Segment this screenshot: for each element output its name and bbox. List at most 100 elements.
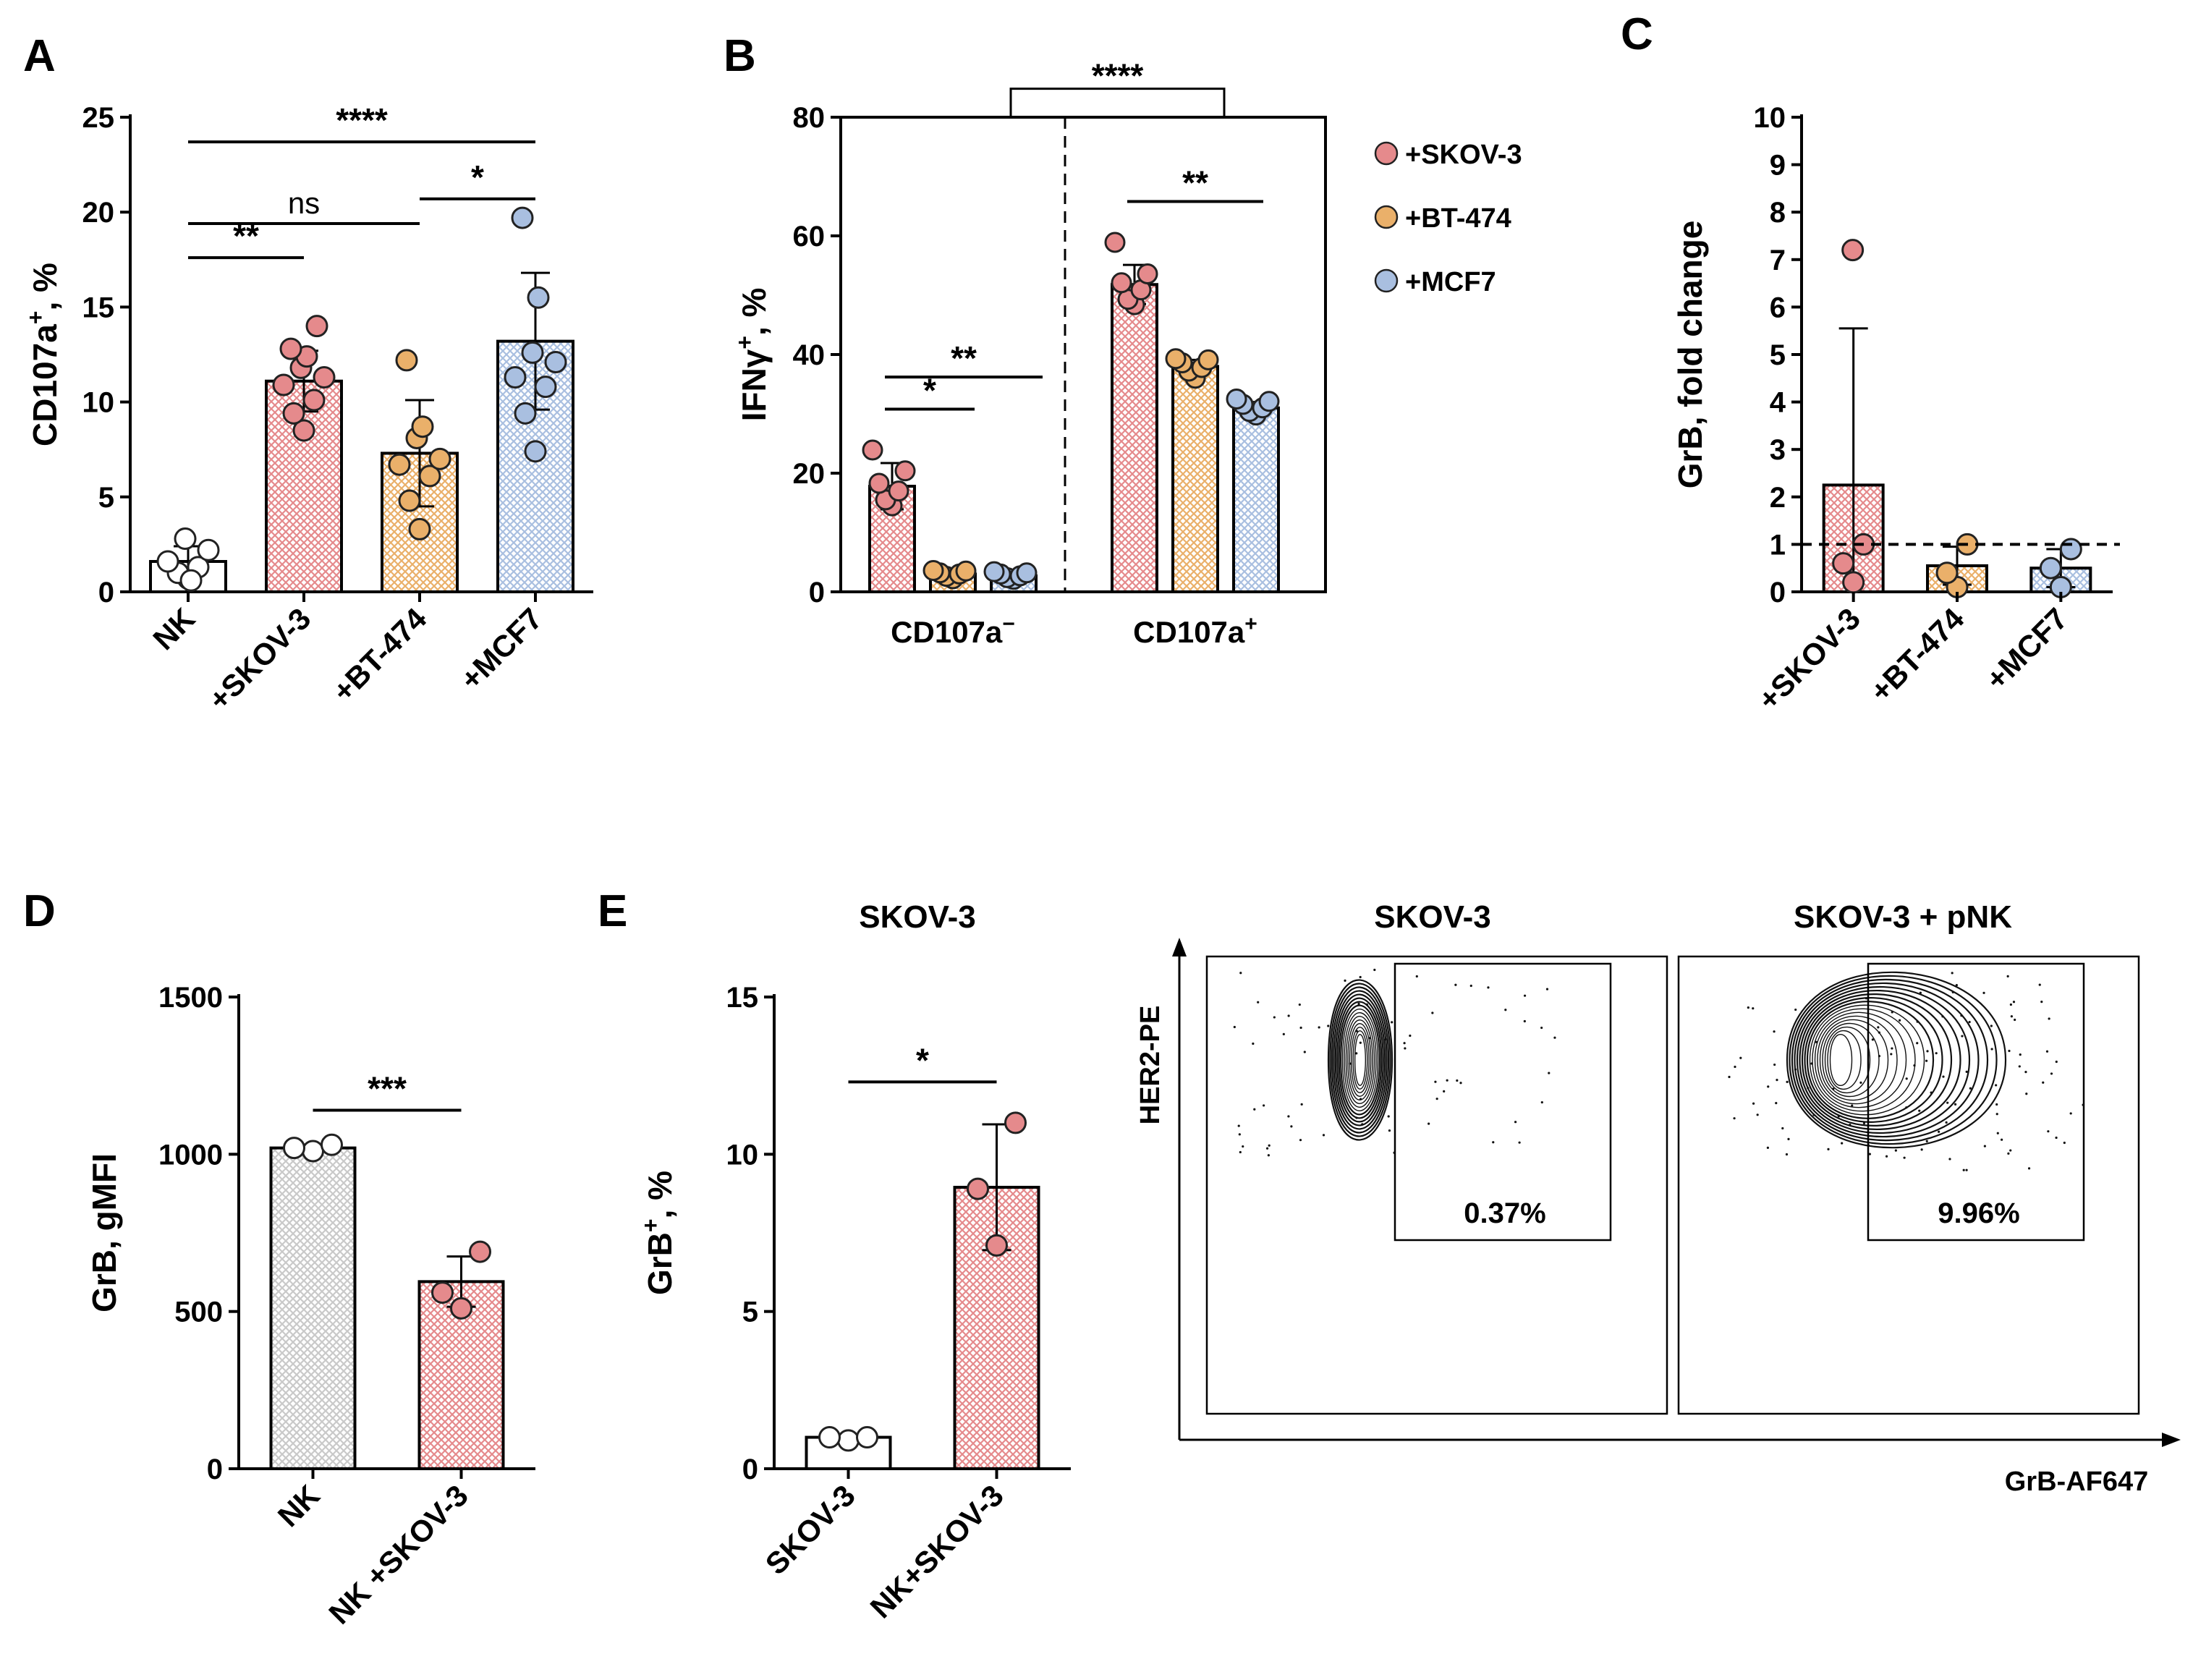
dots-2-event xyxy=(1951,972,1954,975)
dots-2-event xyxy=(1905,1106,1908,1109)
chart-a-data-point xyxy=(504,365,527,389)
chart-b-significance-label: ** xyxy=(951,339,977,377)
dots-2-event xyxy=(1794,1008,1797,1011)
contour-1-level xyxy=(1352,1030,1368,1090)
panel-letter-d: D xyxy=(23,886,56,936)
dots-2-event xyxy=(2018,1065,2021,1068)
dots-2-event xyxy=(1827,1147,1830,1150)
contour-2-level xyxy=(1786,971,2007,1149)
dots-2-event xyxy=(1925,1059,1928,1062)
dots-1-event xyxy=(1268,1144,1271,1147)
chart-a-y-axis-label: CD107a+, % xyxy=(22,263,64,446)
dots-1-event xyxy=(1252,1042,1255,1045)
dots-2-event xyxy=(1990,1024,1993,1027)
chart-d-y-tick-label: 1000 xyxy=(158,1139,223,1171)
dots-2-event xyxy=(1734,1065,1736,1069)
chart-b-group-label: CD107a+ xyxy=(1133,612,1257,650)
dots-2-event xyxy=(1995,1113,1998,1116)
chart-c: 0 1 2 3 4 5 6 7 8 9 10 +SKOV-3+BT-474 +MCF7 GrB, fold… xyxy=(1671,102,2120,717)
dots-2-event xyxy=(1878,1055,1881,1058)
flow-y-arrow xyxy=(1172,938,1187,956)
legend-label-skov: +SKOV-3 xyxy=(1405,140,1522,170)
flow-cytometry-panel: HER2-PE GrB-AF647 SKOV-3 SKOV-3 + pNK 0.… xyxy=(1135,899,2181,1497)
dots-2-event xyxy=(1776,1079,1778,1082)
dots-2-event xyxy=(1868,1153,1871,1155)
dots-1-event xyxy=(1487,986,1490,989)
chart-a-data-point xyxy=(282,402,305,425)
dots-2-event xyxy=(2055,1136,2058,1140)
dots-2-event xyxy=(2050,1072,2053,1075)
dots-1-event xyxy=(1387,1115,1390,1118)
contour-1-level xyxy=(1338,1001,1383,1119)
chart-a-y-tick-label: 15 xyxy=(82,292,115,323)
dots-1-event xyxy=(1365,1003,1368,1006)
contour-1-level xyxy=(1327,979,1394,1141)
chart-e-y-tick-label: 15 xyxy=(726,982,759,1014)
chart-c-category-label: +BT-474 xyxy=(1863,601,1970,708)
dots-2-event xyxy=(2006,975,2009,977)
flow-y-axis-label: HER2-PE xyxy=(1135,1006,1166,1125)
dots-2-event xyxy=(1946,1101,1949,1104)
chart-b-data-point xyxy=(1258,391,1280,412)
contour-2-level xyxy=(1819,1019,1889,1101)
dots-1-event xyxy=(1492,1141,1495,1144)
dots-1-event xyxy=(1456,1079,1459,1082)
dots-2-event xyxy=(2001,1138,2003,1141)
dots-1-event xyxy=(1384,1038,1387,1041)
dots-2-event xyxy=(1942,1075,1945,1078)
dots-2-event xyxy=(1898,1019,1901,1022)
dots-2-event xyxy=(1785,1153,1789,1156)
chart-b-data-point xyxy=(983,561,1005,582)
chart-d-data-point xyxy=(450,1297,472,1320)
chart-d-y-axis-label: GrB, gMFI xyxy=(85,1153,123,1312)
dots-2-event xyxy=(1983,1145,1986,1147)
chart-e-data-point xyxy=(985,1234,1008,1257)
dots-2-event xyxy=(2063,1141,2066,1145)
dots-1-event xyxy=(1403,1042,1406,1045)
dots-2-event xyxy=(1841,1142,1844,1145)
chart-c-y-tick-label: 0 xyxy=(1770,577,1786,608)
dots-1-event xyxy=(1514,1121,1517,1124)
dots-1-event xyxy=(1349,1062,1352,1065)
chart-c-data-point xyxy=(1935,561,1959,585)
dots-1-event xyxy=(1287,1014,1290,1017)
dots-2-event xyxy=(1920,1148,1923,1151)
dots-2-event xyxy=(1877,1026,1880,1029)
dots-1-event xyxy=(1290,1125,1293,1128)
chart-a-significance-label: ns xyxy=(288,186,320,220)
dots-1-event xyxy=(1257,1001,1260,1004)
dots-2-event xyxy=(1948,1158,1951,1161)
contour-2-level xyxy=(1814,1011,1907,1108)
dots-2-event xyxy=(1951,990,1954,993)
dots-2-event xyxy=(2048,1017,2050,1020)
dots-2-event xyxy=(1955,983,1958,987)
chart-b-significance-label: * xyxy=(923,371,936,409)
chart-b-data-point xyxy=(868,472,890,494)
dots-2-event xyxy=(1767,1085,1770,1088)
chart-a-y-tick-label: 20 xyxy=(82,197,115,229)
dots-1-event xyxy=(1322,1134,1325,1137)
dots-1-event xyxy=(1388,1129,1391,1132)
chart-b-data-point xyxy=(922,559,944,581)
dots-2-event xyxy=(1894,1149,1897,1152)
dots-2-event xyxy=(2069,1112,2072,1115)
flow-plot-2-frame xyxy=(1677,955,2140,1415)
chart-a-data-point xyxy=(544,350,567,373)
dots-1-event xyxy=(1267,1154,1271,1157)
dots-2-event xyxy=(1766,1146,1770,1149)
chart-d-data-point xyxy=(302,1140,324,1163)
contour-2-level xyxy=(1806,1001,1935,1119)
dots-2-event xyxy=(1812,1113,1815,1116)
dots-1-event xyxy=(1239,1150,1242,1154)
chart-a-data-point xyxy=(279,337,302,360)
chart-a-data-point xyxy=(408,517,431,540)
chart-b-data-point xyxy=(1165,348,1187,370)
dots-2-event xyxy=(1919,991,1922,994)
dots-2-event xyxy=(2007,1152,2010,1155)
dots-2-event xyxy=(2042,1081,2045,1084)
dots-1-event xyxy=(1318,1026,1320,1029)
chart-d-data-point xyxy=(469,1240,491,1263)
dots-2-event xyxy=(1786,1080,1789,1083)
contour-1-level xyxy=(1336,997,1384,1123)
dots-1-event xyxy=(1359,1041,1362,1044)
